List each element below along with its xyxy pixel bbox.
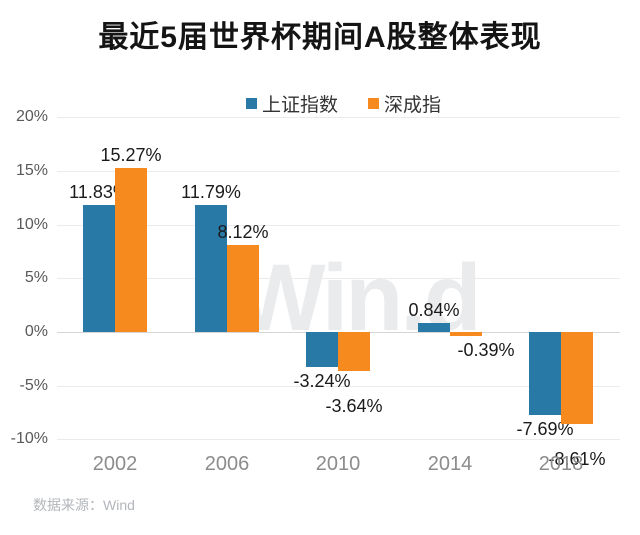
data-label-深成指-2018: -8.61% [548,449,606,469]
y-axis-tick-label: 5% [24,269,48,286]
bar-上证指数-2014 [418,323,450,332]
x-axis-label-2018: 2018 [538,453,584,475]
data-label-上证指数-2014: 0.84% [408,300,460,320]
bar-深成指-2018 [561,332,593,424]
chart-title: 最近5届世界杯期间A股整体表现 [98,21,542,54]
data-label-深成指-2010: -3.64% [325,396,383,416]
y-axis-tick-label: 15% [15,162,48,179]
bar-上证指数-2010 [306,332,338,367]
legend-swatch-orange-icon [368,97,379,109]
y-axis-tick-label: 0% [24,323,48,340]
data-label-深成指-2002: 15.27% [100,145,162,165]
y-axis-tick-label: 20% [15,108,48,125]
legend-label: 上证指数 [262,94,339,116]
data-label-深成指-2006: 8.12% [217,222,269,242]
legend: 上证指数 深成指 [0,92,640,116]
x-axis-label-2014: 2014 [427,453,473,475]
x-axis-label-2006: 2006 [204,453,250,475]
data-label-上证指数-2002: 11.83% [69,182,129,202]
bar-上证指数-2018 [529,332,561,415]
bar-上证指数-2006 [195,205,227,332]
bar-深成指-2002 [115,168,147,332]
legend-item-shanghai: 上证指数 [246,92,339,116]
x-axis-label-2002: 2002 [92,453,138,475]
data-label-上证指数-2006: 11.79% [181,182,241,202]
y-axis-tick-label: -5% [19,377,48,394]
gridline-20% [57,117,620,118]
data-label-深成指-2014: -0.39% [457,340,515,360]
data-source: 数据来源：Wind [33,497,135,513]
bar-上证指数-2002 [83,205,115,332]
data-label-上证指数-2010: -3.24% [293,371,351,391]
bar-深成指-2006 [227,245,259,332]
bar-深成指-2010 [338,332,370,371]
gridline-5% [57,278,620,279]
gridline--10% [57,439,620,440]
gridline-10% [57,225,620,226]
legend-item-shenzhen: 深成指 [368,92,442,116]
data-label-上证指数-2018: -7.69% [516,419,574,439]
gridline-15% [57,171,620,172]
y-axis-tick-label: 10% [15,216,48,233]
legend-label: 深成指 [384,94,442,116]
gridline--5% [57,386,620,387]
bar-深成指-2014 [450,332,482,336]
y-axis-tick-label: -10% [10,430,48,447]
x-axis-label-2010: 2010 [315,453,361,475]
legend-swatch-blue-icon [246,97,257,109]
